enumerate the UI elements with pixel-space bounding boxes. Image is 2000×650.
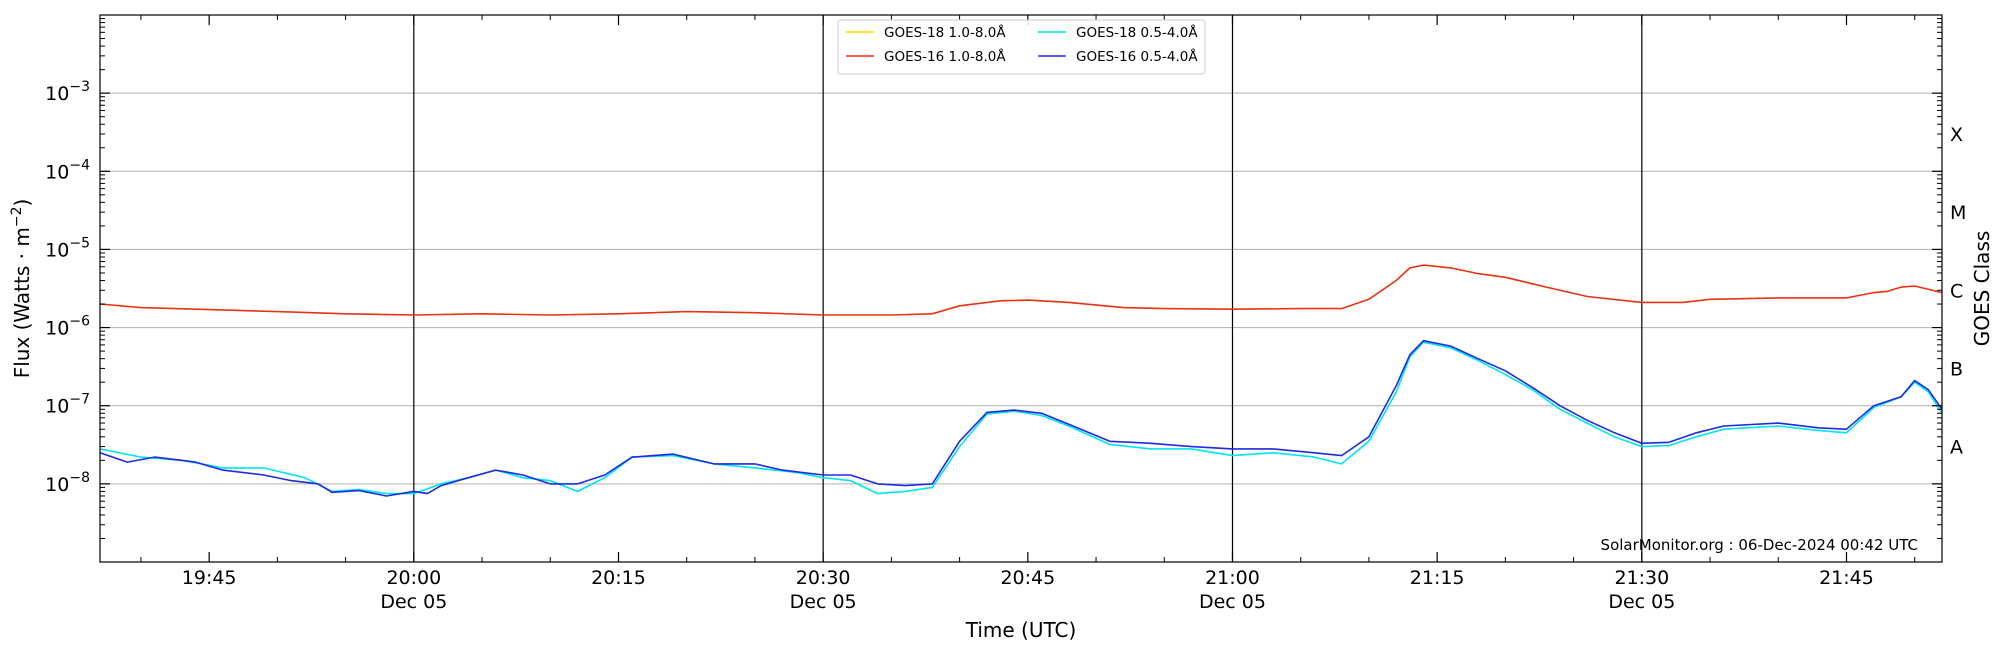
y-tick-label: 10−3 <box>45 79 90 105</box>
goes-class-axis-title: GOES Class <box>1970 231 1994 347</box>
legend-entry: GOES-18 0.5-4.0Å <box>1076 24 1198 41</box>
series-layer <box>99 264 1943 497</box>
legend-entry: GOES-16 1.0-8.0Å <box>884 48 1006 65</box>
y-axis-title-exponent: −2 <box>9 207 25 228</box>
y-tick-exponent: −3 <box>69 79 90 95</box>
x-axis-title: Time (UTC) <box>965 618 1077 642</box>
goes-class-label: B <box>1950 358 1963 380</box>
y-tick-label: 10−7 <box>45 392 90 418</box>
y-tick-base: 10 <box>45 161 69 183</box>
y-tick-exponent: −5 <box>69 235 90 251</box>
y-axis-title-close: ) <box>10 199 34 207</box>
goes-class-label: M <box>1950 202 1966 224</box>
legend: GOES-18 1.0-8.0Å GOES-18 0.5-4.0Å GOES-16 … <box>837 19 1206 75</box>
y-tick-label: 10−5 <box>45 235 90 261</box>
plot-frame <box>99 14 1943 563</box>
y-tick-label: 10−6 <box>45 314 90 340</box>
y-tick-exponent: −6 <box>69 314 90 330</box>
series-line-2 <box>99 341 1943 495</box>
y-tick-label: 10−4 <box>45 157 90 183</box>
legend-box <box>837 19 1206 75</box>
series-line-3 <box>99 339 1943 497</box>
label-layer: Time (UTC) Flux (Watts · m−2) GOES Class… <box>9 199 1994 642</box>
x-tick-label: 20:00 <box>386 567 441 589</box>
x-tick-label: 21:30 <box>1614 567 1669 589</box>
goes-class-label: X <box>1950 124 1963 146</box>
x-tick-label: 19:45 <box>182 567 237 589</box>
goes-class-label: A <box>1950 437 1963 459</box>
credit-text: SolarMonitor.org : 06-Dec-2024 00:42 UTC <box>1601 536 1918 554</box>
x-tick-label: 20:15 <box>591 567 646 589</box>
x-tick-date-label: Dec 05 <box>1199 591 1266 613</box>
y-tick-base: 10 <box>45 83 69 105</box>
x-tick-label: 21:15 <box>1410 567 1465 589</box>
y-axis-title-base: Flux (Watts · m <box>10 227 34 378</box>
y-tick-exponent: −8 <box>69 470 90 486</box>
x-tick-label: 21:45 <box>1819 567 1874 589</box>
vertical-reference-lines <box>413 15 1643 562</box>
series-line-1 <box>99 264 1943 316</box>
goes-class-label: C <box>1950 280 1963 302</box>
y-tick-base: 10 <box>45 474 69 496</box>
legend-entry: GOES-16 0.5-4.0Å <box>1076 48 1198 65</box>
y-tick-label: 10−8 <box>45 470 90 496</box>
y-tick-base: 10 <box>45 239 69 261</box>
x-tick-date-label: Dec 05 <box>1608 591 1675 613</box>
x-tick-date-label: Dec 05 <box>790 591 857 613</box>
x-tick-label: 20:30 <box>796 567 851 589</box>
y-tick-base: 10 <box>45 396 69 418</box>
y-tick-base: 10 <box>45 318 69 340</box>
legend-entry: GOES-18 1.0-8.0Å <box>884 24 1006 41</box>
x-tick-label: 21:00 <box>1205 567 1260 589</box>
y-tick-exponent: −7 <box>69 392 90 408</box>
x-tick-label: 20:45 <box>1000 567 1055 589</box>
y-tick-exponent: −4 <box>69 157 90 173</box>
grid-layer <box>100 92 1942 485</box>
y-axis-title: Flux (Watts · m−2) <box>9 199 34 379</box>
x-tick-date-label: Dec 05 <box>380 591 447 613</box>
